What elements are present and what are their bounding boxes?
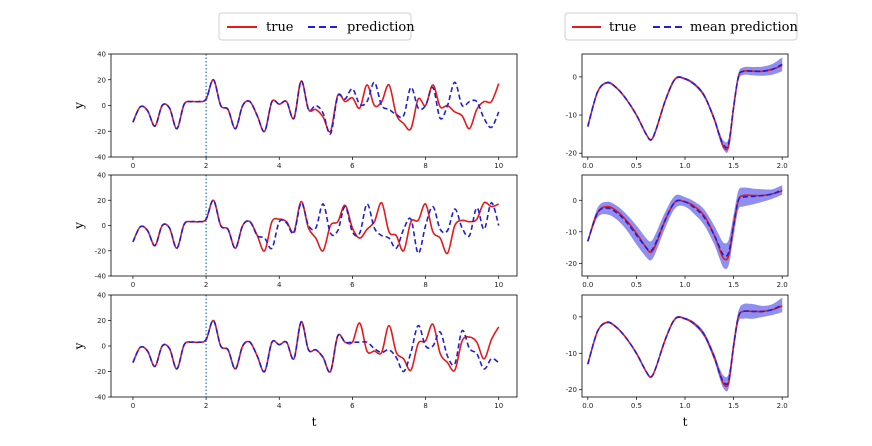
- series-prediction-line: [132, 78, 500, 135]
- x-tick-label: 4: [277, 402, 282, 410]
- series-prediction-line: [132, 199, 500, 255]
- y-tick-label: -20: [566, 150, 577, 158]
- y-tick-label: 0: [102, 222, 106, 230]
- y-tick-label: 0: [573, 313, 577, 321]
- y-tick-label: -20: [95, 128, 106, 136]
- y-tick-label: 0: [573, 197, 577, 205]
- panel-right-2: 0.0 0.5 1.0 1.5 2.0 -20 -10 0: [566, 174, 789, 289]
- series-true-line: [132, 78, 500, 133]
- x-tick-label: 0.0: [582, 402, 593, 410]
- x-axis-label: t: [683, 415, 688, 429]
- y-tick-label: -40: [95, 273, 106, 281]
- y-tick-label: 0: [573, 73, 577, 81]
- y-tick-label: 20: [97, 197, 106, 205]
- x-tick-label: 1.5: [728, 162, 739, 170]
- series-prediction-line: [132, 319, 500, 373]
- legend-mean-prediction-label: mean prediction: [690, 20, 798, 35]
- panel-left-1: 0 2 4 6 8 10 -40 -20 0 20 40 y: [72, 51, 518, 170]
- y-axis-label: y: [72, 342, 86, 350]
- x-tick-label: 6: [350, 281, 355, 289]
- x-tick-label: 1.5: [728, 402, 739, 410]
- y-tick-label: -10: [566, 228, 577, 236]
- x-tick-label: 2: [204, 281, 208, 289]
- series-mean-prediction-line: [587, 63, 783, 149]
- x-tick-label: 1.5: [728, 281, 739, 289]
- y-tick-label: -40: [95, 154, 106, 162]
- axes-frame: [110, 294, 518, 398]
- uncertainty-band: [587, 297, 783, 392]
- x-tick-label: 0.0: [582, 162, 593, 170]
- uncertainty-band: [587, 57, 783, 153]
- y-tick-label: 20: [97, 317, 106, 325]
- y-tick-label: 40: [97, 172, 106, 180]
- x-tick-label: 0.5: [631, 162, 642, 170]
- axes-frame: [110, 174, 518, 277]
- legend-prediction-label: prediction: [347, 20, 415, 35]
- y-axis-label: y: [72, 102, 86, 110]
- legend-left: true prediction: [218, 12, 415, 41]
- y-tick-label: -20: [566, 386, 577, 394]
- legend-right: true mean prediction: [564, 12, 798, 41]
- y-tick-label: 0: [102, 343, 106, 351]
- legend-true-label: true: [266, 20, 294, 35]
- y-tick-label: -10: [566, 112, 577, 120]
- x-tick-label: 1.0: [679, 162, 690, 170]
- x-tick-label: 6: [350, 402, 355, 410]
- x-tick-label: 0.5: [631, 281, 642, 289]
- x-tick-label: 1.0: [679, 281, 690, 289]
- x-tick-label: 8: [423, 162, 427, 170]
- x-tick-label: 4: [277, 281, 282, 289]
- uncertainty-band: [587, 185, 783, 270]
- x-tick-label: 0: [131, 281, 135, 289]
- x-tick-label: 2: [204, 402, 208, 410]
- x-tick-label: 1.0: [679, 402, 690, 410]
- x-tick-label: 0.5: [631, 402, 642, 410]
- x-tick-label: 8: [423, 281, 427, 289]
- legend-true-label: true: [609, 20, 637, 35]
- x-axis-label: t: [312, 415, 317, 429]
- series-true-line: [587, 190, 783, 261]
- series-true-line: [132, 319, 500, 373]
- x-tick-label: 8: [423, 402, 427, 410]
- x-tick-label: 2.0: [777, 162, 788, 170]
- x-tick-label: 10: [494, 402, 503, 410]
- series-mean-prediction-line: [587, 189, 783, 258]
- x-tick-label: 4: [277, 162, 282, 170]
- x-tick-label: 10: [494, 281, 503, 289]
- y-tick-label: 40: [97, 292, 106, 300]
- x-tick-label: 6: [350, 162, 355, 170]
- panel-right-1: 0.0 0.5 1.0 1.5 2.0 -20 -10 0: [566, 53, 789, 170]
- y-tick-label: -10: [566, 350, 577, 358]
- x-tick-label: 10: [494, 162, 503, 170]
- y-tick-label: -20: [566, 260, 577, 268]
- panel-right-3: 0.0 0.5 1.0 1.5 2.0 -20 -10 0 t: [566, 294, 789, 429]
- y-tick-label: -20: [95, 247, 106, 255]
- x-tick-label: 2: [204, 162, 208, 170]
- series-mean-prediction-line: [587, 304, 783, 386]
- x-tick-label: 0: [131, 402, 135, 410]
- y-tick-label: 20: [97, 76, 106, 84]
- x-tick-label: 0.0: [582, 281, 593, 289]
- panel-left-2: 0 2 4 6 8 10 -40 -20 0 20 40 y: [72, 172, 518, 289]
- y-tick-label: -40: [95, 394, 106, 402]
- x-tick-label: 0: [131, 162, 135, 170]
- y-tick-label: -20: [95, 368, 106, 376]
- y-tick-label: 40: [97, 51, 106, 59]
- panel-left-3: 0 2 4 6 8 10 -40 -20 0 20 40 y t: [72, 292, 518, 429]
- y-axis-label: y: [72, 222, 86, 230]
- x-tick-label: 2.0: [777, 402, 788, 410]
- y-tick-label: 0: [102, 102, 106, 110]
- x-tick-label: 2.0: [777, 281, 788, 289]
